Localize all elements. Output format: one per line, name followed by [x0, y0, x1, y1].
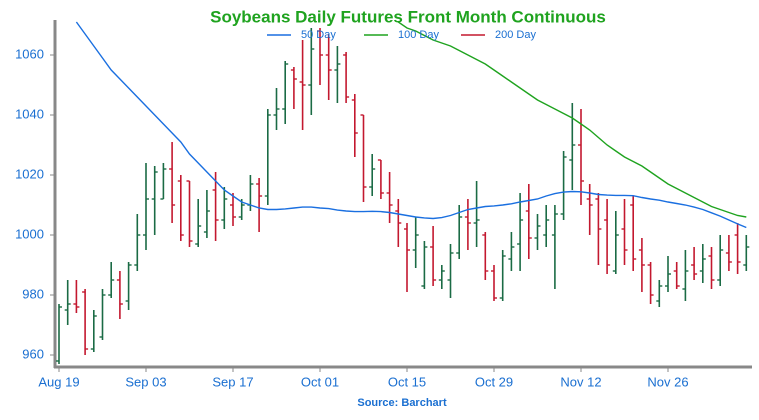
x-tick-label: Oct 29 — [475, 374, 513, 389]
moving-average-line — [397, 21, 747, 218]
x-tick-label: Sep 17 — [212, 374, 253, 389]
y-tick-label: 1060 — [15, 46, 44, 61]
y-tick-label: 980 — [22, 286, 44, 301]
x-tick-label: Oct 15 — [388, 374, 426, 389]
chart-title: Soybeans Daily Futures Front Month Conti… — [210, 7, 606, 26]
legend-label: 50 Day — [301, 29, 336, 41]
x-tick-label: Sep 03 — [125, 374, 166, 389]
x-tick-label: Nov 12 — [560, 374, 601, 389]
plot-area — [56, 21, 750, 364]
legend-label: 200 Day — [495, 29, 536, 41]
moving-average-line — [75, 21, 747, 229]
x-tick-label: Nov 26 — [647, 374, 688, 389]
x-tick-label: Aug 19 — [38, 374, 79, 389]
x-tick-label: Oct 01 — [301, 374, 339, 389]
source-note: Source: Barchart — [357, 397, 447, 409]
y-tick-label: 960 — [22, 346, 44, 361]
y-tick-label: 1000 — [15, 226, 44, 241]
y-tick-label: 1040 — [15, 106, 44, 121]
legend-label: 100 Day — [398, 29, 439, 41]
y-tick-label: 1020 — [15, 166, 44, 181]
